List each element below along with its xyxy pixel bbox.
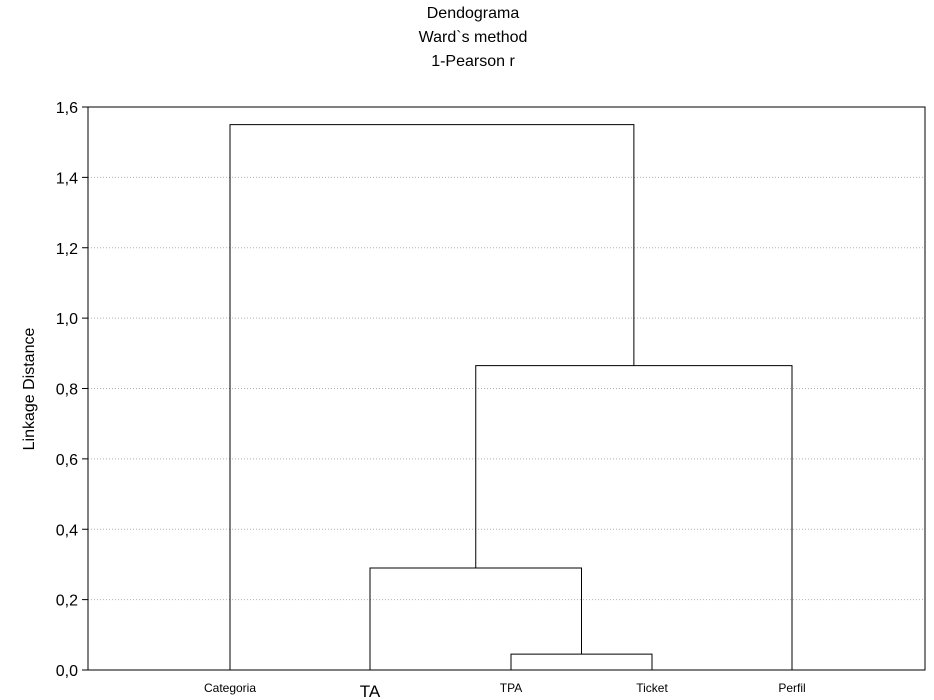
y-tick-label: 0,2 [56,593,78,610]
merge-link-3 [475,365,793,670]
leaf-label-categoria: Categoria [204,681,256,695]
chart-subtitle-method: Ward`s method [419,29,528,46]
chart-title: Dendograma [427,5,520,22]
y-tick-label: 1,4 [56,170,78,187]
gridlines [88,176,925,601]
merge-link-1 [510,653,653,670]
y-tick-label: 0,8 [56,382,78,399]
leaf-label-perfil: Perfil [778,681,805,695]
dendrogram-links [229,124,793,670]
leaf-labels: Categoria TA TPA Ticket Perfil [204,681,806,700]
merge-link-2 [369,567,582,670]
chart-subtitle-metric: 1-Pearson r [431,53,515,70]
y-tick-label: 1,0 [56,311,78,328]
leaf-label-ticket: Ticket [636,681,668,695]
leaf-label-ta: TA [360,682,381,700]
y-tick-label: 1,2 [56,241,78,258]
y-axis-ticks: 0,0 0,2 0,4 0,6 0,8 1,0 1,2 1,4 1,6 [56,100,88,680]
y-tick-label: 0,0 [56,663,78,680]
merge-link-4 [229,124,635,670]
leaf-label-tpa: TPA [500,681,522,695]
y-tick-label: 0,4 [56,522,78,539]
chart-title-group: Dendograma Ward`s method 1-Pearson r [419,5,528,70]
y-tick-label: 0,6 [56,452,78,469]
y-axis-label: Linkage Distance [21,328,38,451]
y-tick-label: 1,6 [56,100,78,117]
